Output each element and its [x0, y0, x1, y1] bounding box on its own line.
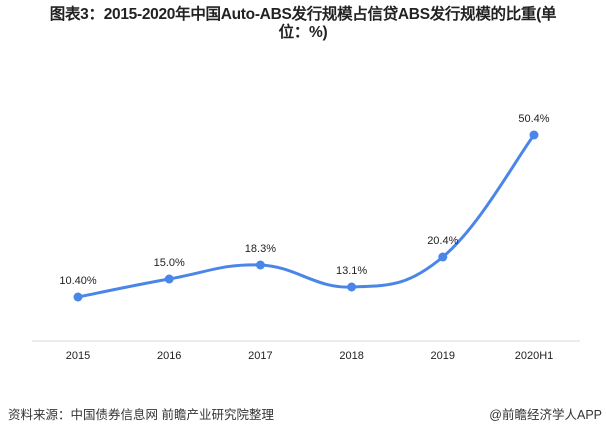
data-points: 10.40% 15.0% 18.3% 13.1% 20.4% 50.4% [59, 113, 550, 302]
data-label: 50.4% [518, 113, 549, 125]
x-axis-tick-label: 2020H1 [515, 350, 554, 362]
x-axis-tick-label: 2016 [157, 350, 181, 362]
chart-title: 图表3：2015-2020年中国Auto-ABS发行规模占信贷ABS发行规模的比… [0, 6, 606, 42]
data-point [73, 292, 83, 302]
series-line [76, 133, 536, 299]
data-point [529, 130, 539, 140]
x-axis-tick-label: 2018 [339, 350, 363, 362]
chart-title-line2: 位：%) [278, 24, 328, 41]
x-axis-tick-label: 2019 [431, 350, 455, 362]
x-axis-labels: 2015 2016 2017 2018 2019 2020H1 [66, 350, 554, 362]
data-label: 18.3% [245, 243, 276, 255]
data-label: 10.40% [59, 275, 97, 287]
data-point [438, 252, 448, 262]
data-point [255, 260, 265, 270]
x-axis-tick-label: 2017 [248, 350, 272, 362]
data-label: 15.0% [154, 257, 185, 269]
data-label: 20.4% [427, 235, 458, 247]
credit-note: @前瞻经济学人APP [489, 408, 602, 422]
chart-title-line1: 图表3：2015-2020年中国Auto-ABS发行规模占信贷ABS发行规模的比… [49, 6, 557, 23]
data-label: 13.1% [336, 265, 367, 277]
source-note: 资料来源：中国债券信息网 前瞻产业研究院整理 [8, 408, 274, 422]
data-point [164, 274, 174, 284]
x-axis-tick-label: 2015 [66, 350, 90, 362]
data-point [347, 282, 357, 292]
